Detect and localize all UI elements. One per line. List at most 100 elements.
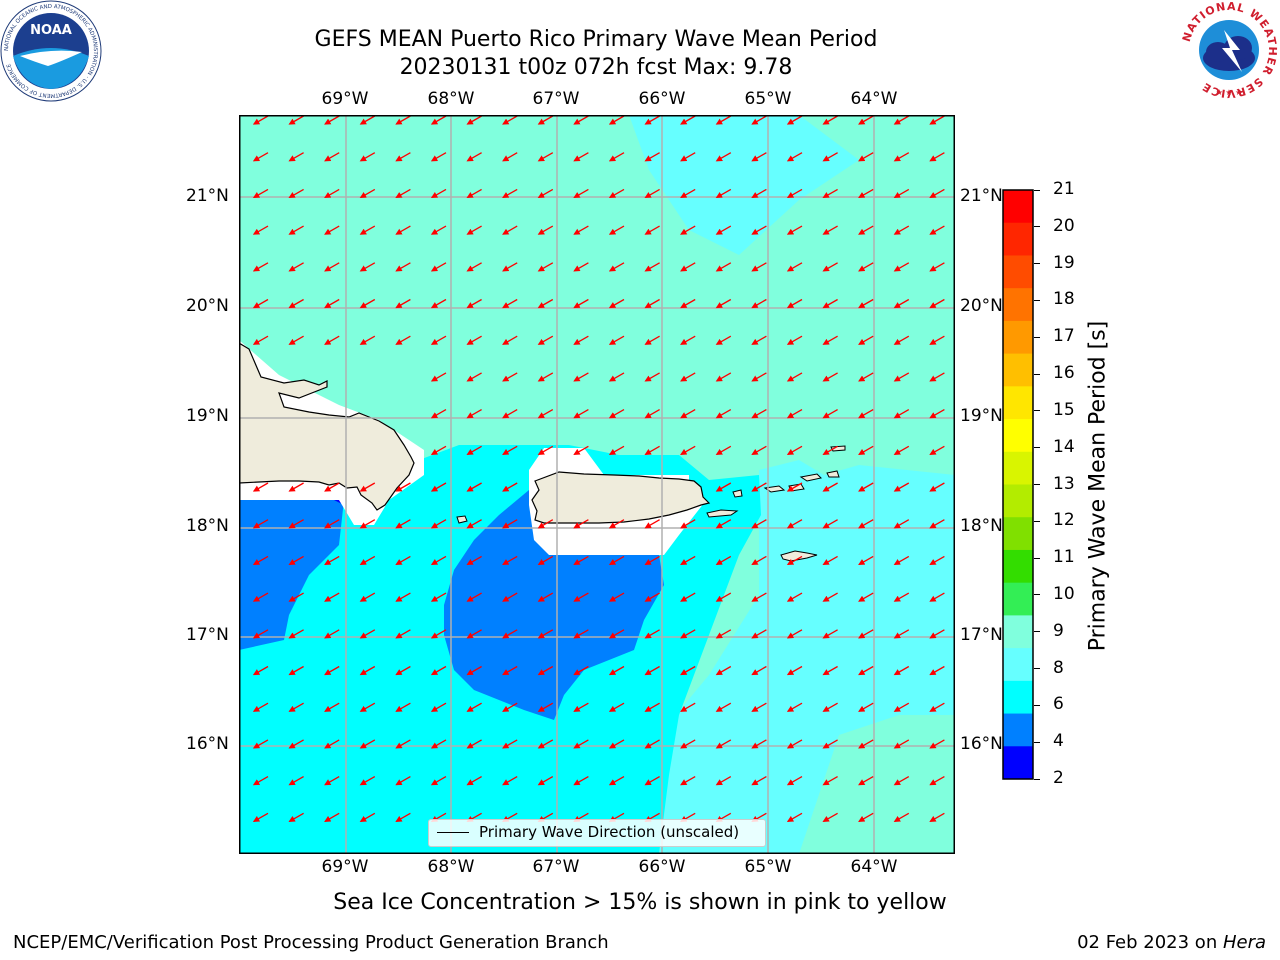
colorbar-bin — [1003, 582, 1033, 616]
colorbar-tick-label: 15 — [1053, 399, 1075, 420]
wave-arrow — [822, 776, 838, 786]
wave-arrow — [466, 335, 482, 345]
colorbar-tick-mark — [1034, 594, 1040, 596]
wave-arrow — [359, 335, 376, 345]
wave-arrow — [929, 335, 945, 345]
wave-arrow — [680, 335, 696, 345]
wave-arrow — [573, 262, 589, 272]
wave-arrow — [288, 555, 304, 566]
wave-arrow — [644, 739, 660, 749]
wave-arrow — [893, 152, 910, 162]
wave-arrow — [573, 702, 589, 712]
wave-arrow — [502, 445, 518, 455]
wave-arrow — [608, 555, 625, 566]
wave-arrow — [680, 188, 696, 199]
wave-arrow — [786, 225, 803, 235]
wave-arrow — [573, 409, 589, 419]
wave-arrow — [715, 409, 732, 419]
wave-arrow — [751, 776, 767, 786]
wave-arrow — [288, 188, 304, 199]
wave-arrow — [252, 555, 269, 566]
wave-arrow — [466, 445, 482, 455]
wave-arrow — [502, 519, 518, 529]
wave-arrow — [608, 298, 625, 309]
wave-arrow — [608, 225, 625, 235]
wave-arrow — [288, 519, 304, 529]
colorbar-bin — [1003, 746, 1033, 780]
wave-arrow — [858, 115, 874, 125]
wave-arrow — [893, 665, 910, 676]
wave-arrow — [430, 372, 447, 382]
map-frame — [239, 115, 955, 854]
wave-arrow — [929, 152, 945, 162]
wave-arrow — [252, 152, 269, 162]
wave-arrow — [430, 519, 447, 529]
wave-arrow — [822, 812, 838, 822]
wave-arrow — [324, 115, 340, 125]
wave-arrow — [359, 482, 376, 492]
wave-arrow — [644, 152, 660, 162]
wave-arrow — [786, 555, 803, 566]
colorbar-tick-label: 20 — [1053, 215, 1075, 236]
wave-arrow — [395, 555, 411, 566]
lon-label-top: 66°W — [638, 89, 686, 109]
wave-arrow — [929, 188, 945, 199]
wave-arrow — [395, 335, 411, 345]
wave-arrow — [466, 555, 482, 566]
wave-arrow — [715, 335, 732, 345]
wave-arrow — [644, 445, 660, 455]
colorbar — [1002, 189, 1034, 780]
wave-arrow — [288, 812, 304, 822]
wave-arrow — [537, 702, 554, 712]
wave-arrow — [359, 776, 376, 786]
wave-arrow — [324, 152, 340, 162]
lat-label-right: 19°N — [960, 406, 1003, 426]
wave-arrow — [822, 665, 838, 676]
wave-arrow — [466, 152, 482, 162]
wave-arrow — [324, 629, 340, 639]
wave-arrow — [252, 629, 269, 639]
wave-arrow — [680, 776, 696, 786]
wave-arrow — [893, 739, 910, 749]
wave-arrow — [893, 482, 910, 492]
wave-arrow — [537, 555, 554, 566]
footer-credit: NCEP/EMC/Verification Post Processing Pr… — [13, 932, 609, 953]
wave-arrow — [893, 225, 910, 235]
land-hispaniola — [239, 342, 415, 511]
wave-arrow — [288, 152, 304, 162]
wave-arrow — [288, 298, 304, 309]
wave-arrow — [751, 335, 767, 345]
wave-arrow — [786, 812, 803, 822]
wave-arrow — [715, 298, 732, 309]
wave-arrow — [324, 298, 340, 309]
wave-arrow — [537, 445, 554, 455]
wave-arrow — [252, 225, 269, 235]
wave-arrow — [644, 629, 660, 639]
wave-arrow — [786, 115, 803, 125]
wave-arrow — [252, 188, 269, 199]
colorbar-tick-label: 8 — [1053, 657, 1064, 678]
wave-arrow — [751, 225, 767, 235]
wave-arrow — [680, 372, 696, 382]
wave-arrow — [324, 776, 340, 786]
wave-arrow — [929, 812, 945, 822]
wave-arrow — [786, 372, 803, 382]
colorbar-bin — [1003, 320, 1033, 355]
wave-arrow — [430, 335, 447, 345]
colorbar-tick-label: 2 — [1053, 768, 1064, 788]
wave-arrow — [573, 445, 589, 455]
colorbar-tick-mark — [1034, 263, 1040, 265]
wave-arrow — [680, 739, 696, 749]
lat-label-right: 21°N — [960, 186, 1003, 206]
wave-arrow — [359, 152, 376, 162]
wave-arrow — [359, 592, 376, 602]
wave-arrow — [644, 409, 660, 419]
colorbar-bin — [1003, 680, 1033, 715]
wave-arrow — [537, 152, 554, 162]
wave-arrow — [466, 115, 482, 125]
wave-arrow — [537, 739, 554, 749]
lon-label-top: 65°W — [744, 89, 792, 109]
wave-arrow — [858, 812, 874, 822]
wave-arrow — [252, 812, 269, 822]
colorbar-bin — [1003, 451, 1033, 485]
